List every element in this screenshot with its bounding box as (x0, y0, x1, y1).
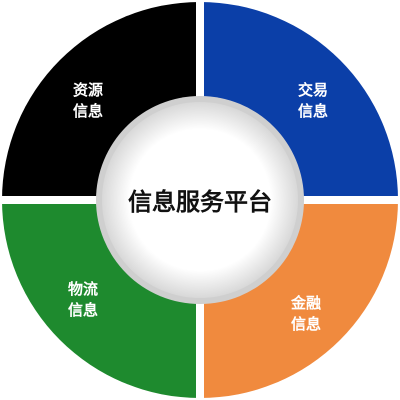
center-title: 信息服务平台 (128, 188, 272, 216)
label-resource-line1: 资源 (73, 81, 103, 99)
label-resource-line2: 信息 (73, 102, 103, 120)
label-trade-line2: 信息 (298, 102, 328, 120)
label-finance-line2: 信息 (291, 315, 321, 333)
label-finance-line1: 金融 (290, 294, 321, 312)
label-logistics-line2: 信息 (68, 301, 98, 319)
center-circle (102, 102, 298, 298)
label-logistics-line1: 物流 (68, 280, 98, 298)
label-trade-line1: 交易 (298, 81, 328, 99)
